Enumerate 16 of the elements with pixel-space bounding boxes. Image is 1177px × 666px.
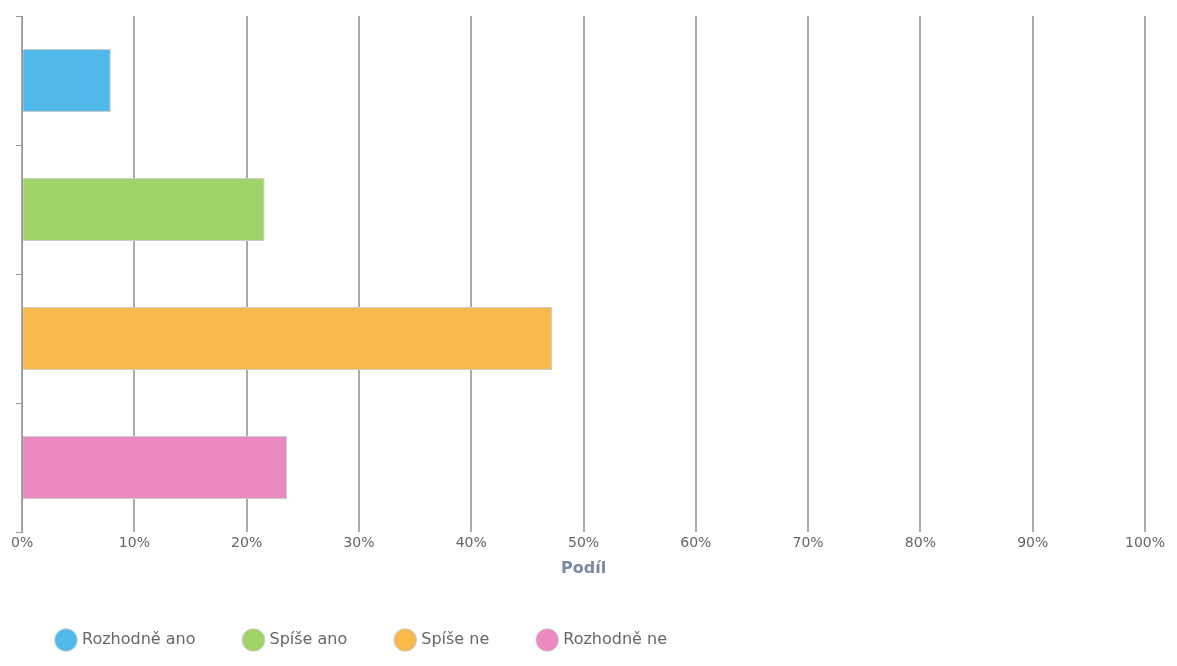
x-axis-title: Podíl xyxy=(560,557,607,577)
x-tick-label: 80% xyxy=(904,534,936,551)
x-tick-label: 40% xyxy=(455,534,487,551)
x-tick-label: 50% xyxy=(567,534,600,551)
legend-label: Rozhodně ne xyxy=(563,629,667,649)
legend-label: Spíše ano xyxy=(269,629,348,649)
x-tick-label: 0% xyxy=(11,534,34,551)
x-tick-label: 90% xyxy=(1017,534,1049,551)
legend-label: Rozhodně ano xyxy=(82,629,196,649)
x-tick-label: 10% xyxy=(118,534,150,551)
x-tick-label: 70% xyxy=(792,534,824,551)
x-tick-label: 100% xyxy=(1124,534,1165,551)
x-tick-label: 30% xyxy=(343,534,375,551)
x-tick-label: 20% xyxy=(231,534,263,551)
legend-label: Spíše ne xyxy=(421,629,490,649)
x-tick-label: 60% xyxy=(680,534,712,551)
